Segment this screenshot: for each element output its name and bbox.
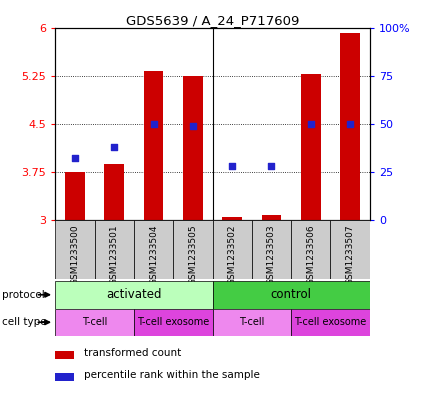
Text: cell type: cell type bbox=[2, 317, 47, 327]
Text: GSM1233505: GSM1233505 bbox=[188, 225, 197, 285]
Text: T-cell exosome: T-cell exosome bbox=[137, 317, 209, 327]
Text: GSM1233507: GSM1233507 bbox=[346, 225, 354, 285]
Bar bbox=[173, 220, 212, 279]
Point bbox=[268, 163, 275, 169]
Bar bbox=[144, 71, 163, 220]
Bar bbox=[134, 309, 212, 336]
Bar bbox=[55, 220, 94, 279]
Bar bbox=[55, 373, 74, 381]
Text: GSM1233502: GSM1233502 bbox=[228, 225, 237, 285]
Text: percentile rank within the sample: percentile rank within the sample bbox=[84, 370, 259, 380]
Point bbox=[150, 121, 157, 127]
Bar bbox=[134, 220, 173, 279]
Text: GSM1233506: GSM1233506 bbox=[306, 225, 315, 285]
Point bbox=[111, 144, 118, 150]
Bar bbox=[212, 281, 370, 309]
Point bbox=[190, 123, 196, 129]
Bar bbox=[291, 220, 331, 279]
Bar bbox=[331, 220, 370, 279]
Bar bbox=[55, 351, 74, 359]
Bar bbox=[65, 172, 85, 220]
Text: protocol: protocol bbox=[2, 290, 45, 300]
Text: GSM1233504: GSM1233504 bbox=[149, 225, 158, 285]
Bar bbox=[94, 220, 134, 279]
Text: T-cell: T-cell bbox=[239, 317, 264, 327]
Text: GSM1233501: GSM1233501 bbox=[110, 225, 119, 285]
Bar bbox=[105, 163, 124, 220]
Bar bbox=[55, 281, 212, 309]
Bar bbox=[222, 217, 242, 220]
Text: GDS5639 / A_24_P717609: GDS5639 / A_24_P717609 bbox=[126, 14, 299, 27]
Bar bbox=[183, 75, 203, 220]
Point bbox=[71, 155, 78, 162]
Bar bbox=[55, 309, 134, 336]
Text: control: control bbox=[271, 288, 312, 301]
Bar bbox=[212, 309, 291, 336]
Bar bbox=[301, 74, 320, 220]
Text: T-cell exosome: T-cell exosome bbox=[294, 317, 366, 327]
Point bbox=[229, 163, 235, 169]
Bar bbox=[252, 220, 291, 279]
Text: activated: activated bbox=[106, 288, 162, 301]
Text: GSM1233500: GSM1233500 bbox=[71, 225, 79, 285]
Bar bbox=[291, 309, 370, 336]
Point bbox=[347, 121, 354, 127]
Bar bbox=[212, 220, 252, 279]
Text: GSM1233503: GSM1233503 bbox=[267, 225, 276, 285]
Text: transformed count: transformed count bbox=[84, 348, 181, 358]
Point bbox=[307, 121, 314, 127]
Bar bbox=[262, 215, 281, 220]
Bar bbox=[340, 33, 360, 220]
Text: T-cell: T-cell bbox=[82, 317, 107, 327]
